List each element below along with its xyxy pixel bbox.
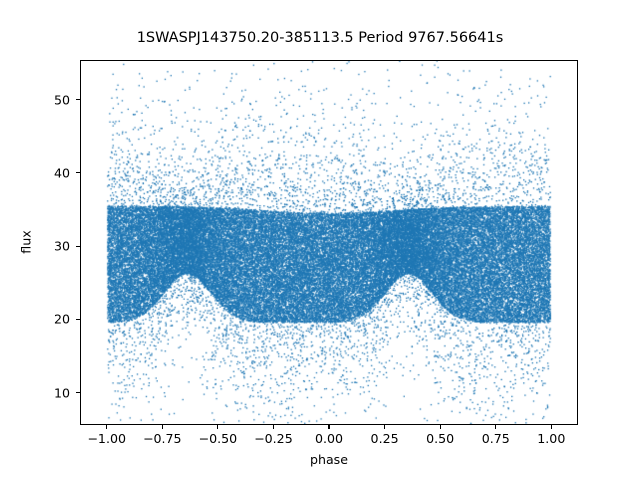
y-tick-label: 50 [53, 92, 70, 108]
scatter-plot-canvas [81, 61, 577, 424]
x-tick-mark [217, 425, 219, 429]
x-tick-mark [161, 425, 163, 429]
page-title: 1SWASPJ143750.20-385113.5 Period 9767.56… [136, 30, 504, 46]
x-axis-label: phase [309, 452, 348, 467]
y-tick-label: 40 [53, 165, 70, 181]
x-tick-label: 0.75 [481, 431, 510, 446]
y-tick-label: 10 [53, 385, 70, 401]
y-tick-mark [76, 99, 80, 101]
x-tick-mark [106, 425, 108, 429]
x-tick-label: 0.00 [314, 431, 344, 446]
plot-axes-area [80, 60, 578, 425]
x-tick-label: −0.50 [198, 431, 238, 446]
y-tick-mark [76, 245, 80, 247]
x-tick-label: −0.75 [142, 431, 182, 446]
x-tick-mark [328, 425, 330, 429]
y-tick-mark [76, 392, 80, 394]
x-tick-label: −1.00 [87, 431, 126, 446]
y-tick-mark [76, 172, 80, 174]
y-tick-mark [76, 318, 80, 320]
x-tick-label: 1.00 [537, 431, 566, 446]
x-tick-mark [439, 425, 441, 429]
y-tick-label: 30 [53, 238, 70, 254]
y-tick-label: 20 [53, 311, 70, 327]
x-tick-label: 0.50 [426, 431, 455, 446]
x-tick-mark [272, 425, 274, 429]
y-axis-label: flux [18, 230, 34, 254]
x-tick-label: 0.25 [370, 431, 399, 446]
x-tick-label: −0.25 [254, 431, 293, 446]
x-tick-mark [495, 425, 497, 429]
x-tick-mark [550, 425, 552, 429]
x-tick-mark [384, 425, 386, 429]
